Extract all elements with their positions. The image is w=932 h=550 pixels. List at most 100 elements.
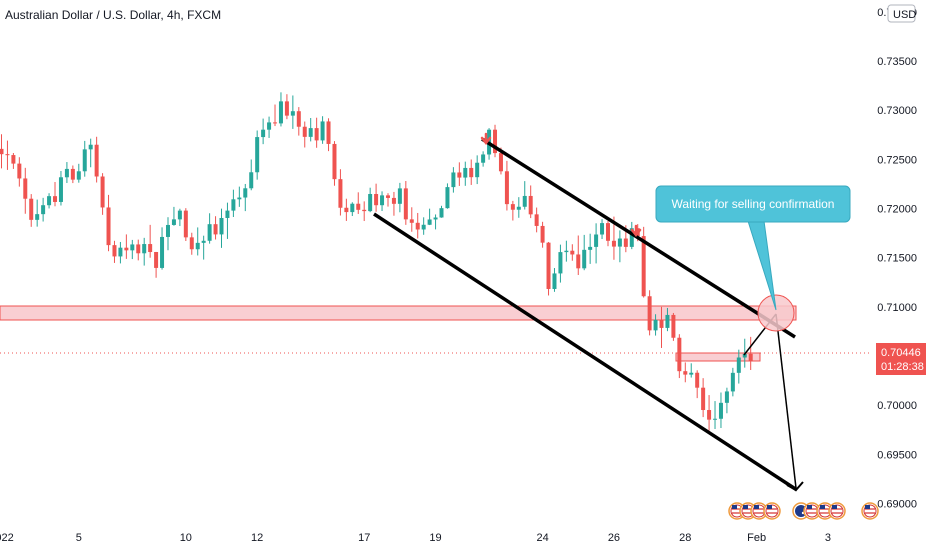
candle-bullish[interactable]	[522, 181, 527, 210]
candle-bearish[interactable]	[391, 191, 396, 216]
candle-bullish[interactable]	[207, 213, 212, 244]
candle-bullish[interactable]	[47, 193, 52, 209]
candle-bearish[interactable]	[106, 194, 111, 252]
candle-bearish[interactable]	[23, 167, 28, 214]
candle-bearish[interactable]	[409, 207, 414, 232]
candle-bullish[interactable]	[689, 363, 694, 378]
candle-bullish[interactable]	[368, 187, 373, 213]
candle-bearish[interactable]	[70, 165, 75, 184]
candle-bullish[interactable]	[82, 140, 87, 177]
candle-bullish[interactable]	[730, 367, 735, 397]
candle-bullish[interactable]	[617, 230, 622, 263]
candle-bearish[interactable]	[356, 192, 361, 214]
candle-bullish[interactable]	[261, 118, 266, 145]
candle-bearish[interactable]	[344, 198, 349, 221]
candle-bearish[interactable]	[326, 118, 331, 152]
candle-bearish[interactable]	[647, 290, 652, 336]
candle-bullish[interactable]	[653, 314, 658, 336]
candle-bullish[interactable]	[225, 202, 230, 239]
candle-bullish[interactable]	[463, 161, 468, 186]
candle-bullish[interactable]	[433, 214, 438, 230]
candle-bullish[interactable]	[451, 167, 456, 193]
resistance-zone[interactable]	[0, 305, 797, 321]
target-circle[interactable]	[757, 294, 795, 332]
candle-bearish[interactable]	[403, 181, 408, 225]
time-axis[interactable]: 2022 5 10 12 17 19 24 26 28 Feb 3	[0, 532, 831, 544]
callout[interactable]: Waiting for selling confirmation	[655, 185, 851, 311]
candle-bullish[interactable]	[171, 206, 176, 226]
candle-bullish[interactable]	[118, 241, 123, 264]
candle-bearish[interactable]	[504, 160, 509, 211]
candle-bullish[interactable]	[564, 240, 569, 262]
candle-bearish[interactable]	[17, 157, 22, 187]
candle-bullish[interactable]	[481, 151, 486, 167]
candle-bullish[interactable]	[320, 116, 325, 144]
candle-bearish[interactable]	[53, 181, 58, 207]
flag-us-icon[interactable]	[828, 502, 846, 520]
candle-bearish[interactable]	[189, 232, 194, 255]
candle-bearish[interactable]	[148, 224, 153, 258]
candle-bullish[interactable]	[713, 401, 718, 429]
candle-bullish[interactable]	[290, 95, 295, 129]
candle-bullish[interactable]	[558, 244, 563, 283]
candle-bearish[interactable]	[677, 334, 682, 379]
candle-bearish[interactable]	[338, 169, 343, 216]
flag-us-icon[interactable]	[861, 502, 879, 520]
currency-button[interactable]: USD	[887, 4, 916, 23]
candle-bullish[interactable]	[475, 155, 480, 185]
candle-bearish[interactable]	[707, 395, 712, 431]
retest-zone[interactable]	[675, 352, 761, 362]
candle-bearish[interactable]	[457, 162, 462, 186]
candle-bullish[interactable]	[267, 116, 272, 138]
candle-bullish[interactable]	[724, 387, 729, 414]
candle-bearish[interactable]	[659, 306, 664, 348]
candle-bullish[interactable]	[177, 208, 182, 227]
candle-bullish[interactable]	[195, 227, 200, 256]
candle-bullish[interactable]	[421, 217, 426, 235]
candle-bullish[interactable]	[76, 163, 81, 183]
candle-bearish[interactable]	[695, 370, 700, 399]
candle-bearish[interactable]	[154, 251, 159, 278]
candle-bullish[interactable]	[718, 392, 723, 429]
candle-bearish[interactable]	[493, 124, 498, 158]
candle-bullish[interactable]	[160, 227, 165, 270]
candle-bullish[interactable]	[249, 159, 254, 191]
candle-bearish[interactable]	[362, 201, 367, 222]
flag-us-icon[interactable]	[803, 502, 821, 520]
candle-bearish[interactable]	[213, 216, 218, 240]
candle-bearish[interactable]	[314, 117, 319, 148]
candle-bearish[interactable]	[528, 185, 533, 219]
candle-bullish[interactable]	[58, 170, 63, 206]
candle-bearish[interactable]	[273, 104, 278, 127]
candle-bearish[interactable]	[534, 207, 539, 233]
flag-us-icon[interactable]	[763, 502, 781, 520]
candle-bearish[interactable]	[29, 194, 34, 227]
economic-events[interactable]	[728, 502, 879, 520]
candle-bullish[interactable]	[397, 182, 402, 213]
candle-bearish[interactable]	[748, 336, 753, 370]
candle-bullish[interactable]	[665, 307, 670, 332]
candle-bearish[interactable]	[296, 107, 301, 136]
candle-bullish[interactable]	[594, 223, 599, 264]
candle-bullish[interactable]	[64, 162, 69, 183]
candle-bearish[interactable]	[546, 241, 551, 296]
candle-bullish[interactable]	[41, 197, 46, 222]
candle-bearish[interactable]	[100, 173, 105, 215]
candle-bullish[interactable]	[201, 235, 206, 260]
candle-bullish[interactable]	[219, 208, 224, 248]
candle-bullish[interactable]	[588, 233, 593, 264]
channel-upper-line[interactable]	[481, 137, 796, 339]
candle-bearish[interactable]	[605, 220, 610, 247]
candle-bullish[interactable]	[427, 208, 432, 226]
candle-bullish[interactable]	[35, 199, 40, 227]
price-axis[interactable]: 0.740000.735000.730000.725000.720000.715…	[871, 0, 917, 528]
candle-bearish[interactable]	[11, 152, 16, 169]
candle-bullish[interactable]	[600, 219, 605, 240]
candle-bullish[interactable]	[142, 237, 147, 266]
projection-down-line[interactable]	[775, 313, 797, 489]
flag-us-icon[interactable]	[750, 502, 768, 520]
candle-bullish[interactable]	[243, 183, 248, 212]
candles[interactable]	[0, 92, 753, 431]
candle-bearish[interactable]	[641, 226, 646, 298]
